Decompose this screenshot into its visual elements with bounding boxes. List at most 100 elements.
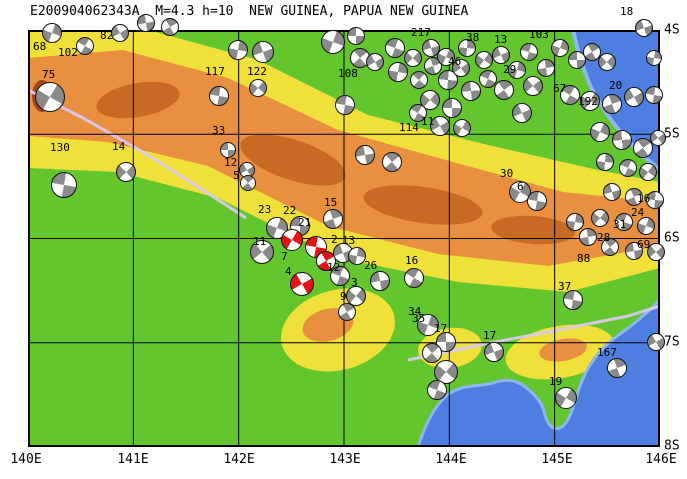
marker-label: 28: [597, 231, 611, 244]
longitude-tick-label: 144E: [435, 452, 467, 467]
focal-mechanism-ball: [404, 49, 422, 67]
focal-mechanism-ball: [520, 43, 538, 61]
marker-label: 114: [399, 121, 419, 134]
focal-mechanism-ball: [346, 286, 366, 306]
latitude-tick-label: 6S: [664, 230, 680, 246]
focal-mechanism-ball: [427, 380, 447, 400]
focal-mechanism-ball: [537, 59, 555, 77]
marker-label: 35: [412, 312, 426, 325]
marker-label: 38: [466, 31, 480, 44]
focal-mechanism-ball: [583, 43, 601, 61]
marker-label: 30: [500, 167, 514, 180]
focal-mechanism-ball: [250, 240, 274, 264]
marker-label: 69: [637, 238, 651, 251]
focal-mechanism-ball: [646, 191, 664, 209]
focal-mechanism-ball: [625, 188, 643, 206]
focal-mechanism-ball: [633, 138, 653, 158]
marker-label: 108: [338, 67, 358, 80]
marker-label: 67: [553, 82, 567, 95]
marker-label: 12: [327, 261, 341, 274]
marker-label: 192: [578, 95, 598, 108]
focal-mechanism-ball: [404, 268, 424, 288]
terrain-highland-core: [32, 80, 575, 245]
focal-mechanism-ball: [452, 59, 470, 77]
focal-mechanism-ball: [385, 38, 405, 58]
marker-label: 103: [529, 28, 549, 41]
marker-label: 9: [340, 290, 347, 303]
focal-mechanism-ball: [527, 191, 547, 211]
marker-label: 88: [577, 252, 591, 265]
map-border: [28, 30, 660, 447]
focal-mechanism-ball: [492, 46, 510, 64]
marker-label: 82: [100, 29, 114, 42]
marker-label: 117: [205, 65, 225, 78]
focal-mechanism-ball: [35, 82, 65, 112]
focal-mechanism-ball: [355, 145, 375, 165]
focal-mechanism-ball: [281, 229, 303, 251]
marker-label: 13: [494, 33, 508, 46]
marker-label: 22: [283, 204, 297, 217]
latitude-tick-label: 4S: [664, 22, 680, 38]
focal-mechanism-ball: [580, 91, 600, 111]
focal-mechanism-ball: [228, 40, 248, 60]
longitude-tick-label: 141E: [117, 452, 149, 467]
focal-mechanism-ball: [436, 332, 456, 352]
marker-label: 20: [609, 79, 623, 92]
marker-label: 68: [33, 40, 47, 53]
focal-mechanism-ball: [51, 172, 77, 198]
focal-mechanism-ball: [625, 242, 643, 260]
marker-label: 11: [421, 115, 435, 128]
marker-label: 21: [298, 216, 312, 229]
longitude-tick-label: 140E: [10, 452, 42, 467]
marker-label: 33: [212, 124, 226, 137]
latitude-tick-label: 5S: [664, 126, 680, 142]
focal-mechanism-ball: [645, 86, 663, 104]
map-title: E200904062343A M=4.3 h=10 NEW GUINEA, PA…: [30, 4, 469, 19]
focal-mechanism-ball: [560, 85, 580, 105]
marker-label: 14: [112, 140, 126, 153]
focal-mechanism-ball: [602, 94, 622, 114]
marker-label: 12: [224, 156, 238, 169]
focal-mechanism-ball: [323, 209, 343, 229]
focal-mechanism-ball: [551, 39, 569, 57]
marker-label: 34: [408, 305, 422, 318]
focal-mechanism-ball: [615, 213, 633, 231]
focal-mechanism-ball: [366, 53, 384, 71]
marker-label: 17: [483, 329, 497, 342]
focal-mechanism-ball: [347, 27, 365, 45]
marker-label: 167: [597, 346, 617, 359]
focal-mechanism-ball: [475, 51, 493, 69]
focal-mechanism-ball: [650, 130, 666, 146]
focal-mechanism-ball: [42, 23, 62, 43]
focal-mechanism-ball: [508, 61, 526, 79]
focal-mechanism-ball: [494, 80, 514, 100]
focal-mechanism-ball: [639, 163, 657, 181]
latitude-tick-label: 8S: [664, 438, 680, 454]
focal-mechanism-ball: [601, 238, 619, 256]
focal-mechanism-ball: [568, 51, 586, 69]
focal-mechanism-ball: [437, 48, 455, 66]
marker-label: 23: [258, 203, 272, 216]
focal-mechanism-ball: [116, 162, 136, 182]
focal-mechanism-ball: [249, 79, 267, 97]
focal-mechanism-ball: [579, 228, 597, 246]
marker-label: 75: [42, 68, 56, 81]
focal-mechanism-ball: [598, 53, 616, 71]
focal-mechanism-ball: [461, 81, 481, 101]
focal-mechanism-ball: [111, 24, 129, 42]
marker-label: 24: [631, 206, 645, 219]
longitude-tick-label: 146E: [645, 452, 677, 467]
marker-label: 130: [50, 141, 70, 154]
marker-label: 2: [331, 233, 338, 246]
focal-mechanism-ball: [479, 70, 497, 88]
focal-mechanism-ball: [591, 209, 609, 227]
longitude-tick-label: 145E: [541, 452, 573, 467]
focal-mechanism-ball: [422, 39, 440, 57]
marker-label: 217: [411, 26, 431, 39]
marker-label: 31: [613, 218, 627, 231]
focal-mechanism-ball: [523, 76, 543, 96]
focal-mechanism-ball: [619, 159, 637, 177]
focal-mechanism-ball: [647, 333, 665, 351]
focal-mechanism-ball: [382, 152, 402, 172]
